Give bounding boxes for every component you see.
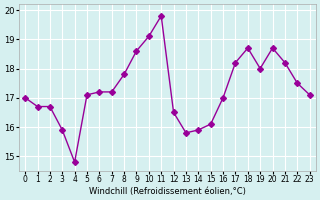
- X-axis label: Windchill (Refroidissement éolien,°C): Windchill (Refroidissement éolien,°C): [89, 187, 246, 196]
